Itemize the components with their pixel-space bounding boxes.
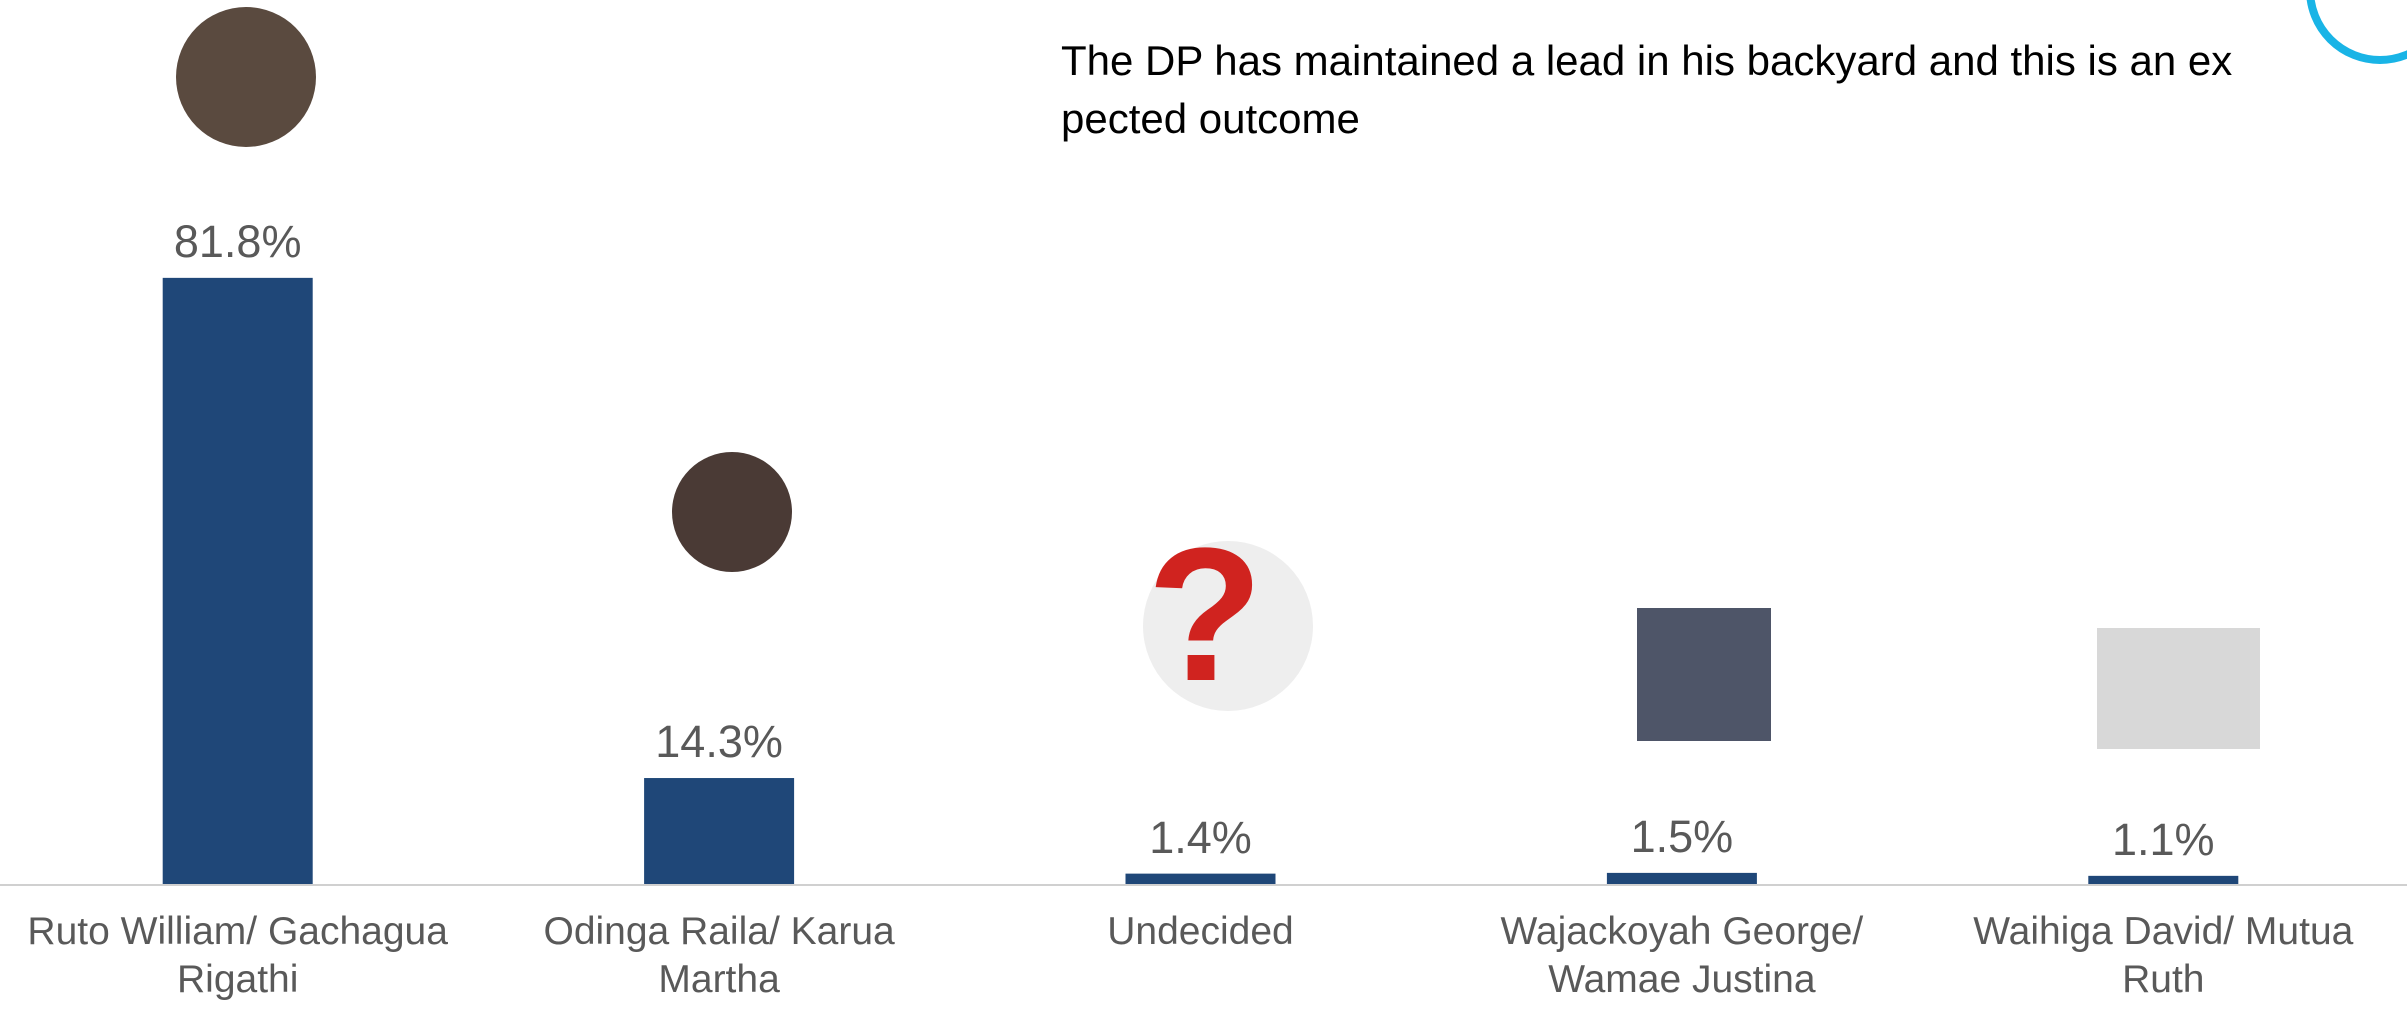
x-tick-label: Wajackoyah George/ Wamae Justina (1500, 910, 1864, 1001)
logo (2306, 0, 2407, 64)
value-label: 1.4% (1149, 811, 1252, 863)
photo (2097, 628, 2260, 749)
value-label: 1.1% (2112, 813, 2215, 865)
photo (176, 7, 316, 147)
value-label: 14.3% (655, 716, 783, 768)
x-tick-label: Ruto William/ Gachagua Rigathi (27, 910, 448, 1001)
annotation: The DP has maintained a lead in his back… (1061, 37, 2233, 142)
value-label: 81.8% (173, 215, 302, 267)
bar (644, 778, 795, 884)
value-label: 1.5% (1630, 810, 1734, 862)
x-tick-label: Odinga Raila/ Karua Martha (543, 910, 895, 1001)
photo (672, 452, 792, 572)
bar (2088, 875, 2239, 884)
bar (162, 277, 313, 884)
x-tick-label: Undecided (1107, 910, 1294, 953)
bar (1125, 873, 1276, 884)
question-mark: ? (1147, 509, 1263, 721)
photo (1637, 608, 1771, 741)
x-tick-label: Waihiga David/ Mutua Ruth (1973, 910, 2354, 1001)
question-icon (1143, 541, 1313, 711)
bar (1606, 872, 1757, 884)
